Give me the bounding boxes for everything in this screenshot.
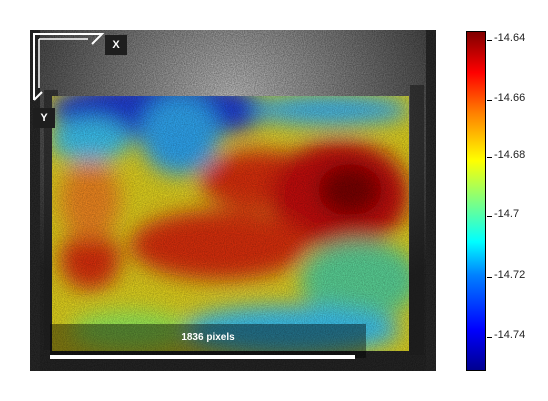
colorbar-tick-label: -14.66 — [494, 92, 526, 104]
scale-bar — [50, 355, 355, 359]
scale-bar-label: 1836 pixels — [181, 332, 235, 343]
strain-contour-field — [52, 96, 409, 351]
y-axis-label: Y — [33, 108, 55, 128]
strain-field-overlay — [30, 30, 436, 371]
colorbar-tick — [487, 337, 492, 338]
colorbar-tick — [487, 216, 492, 217]
scale-bar-panel: 1836 pixels — [50, 324, 366, 358]
colorbar-tick-label: -14.72 — [494, 269, 526, 281]
colorbar-tick-label: -14.74 — [494, 329, 526, 341]
x-axis-label: X — [105, 35, 127, 55]
colorbar-tick — [487, 40, 492, 41]
colorbar-tick — [487, 277, 492, 278]
colorbar — [466, 31, 486, 371]
specimen-image-panel: X Y 1836 pixels — [30, 30, 436, 371]
colorbar-tick-label: -14.68 — [494, 149, 526, 161]
colorbar-tick-label: -14.64 — [494, 32, 526, 44]
colorbar-tick — [487, 100, 492, 101]
colorbar-tick-label: -14.7 — [494, 208, 520, 220]
colorbar-tick — [487, 157, 492, 158]
